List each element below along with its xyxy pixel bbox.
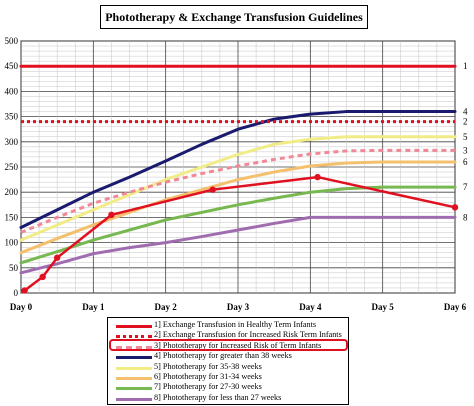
series-end-label-6: 6 bbox=[463, 157, 468, 167]
y-tick-label: 150 bbox=[5, 212, 19, 222]
patient-point bbox=[314, 173, 321, 181]
x-axis-ticks: Day 0 Day 1 Day 2 Day 3 Day 4 Day 5 Day 6 bbox=[10, 302, 467, 312]
legend-swatch bbox=[116, 387, 152, 391]
series-layer bbox=[19, 64, 457, 275]
patient-point bbox=[21, 287, 28, 294]
x-tick-label: Day 3 bbox=[227, 302, 250, 312]
legend-label: 5] Phototherapy for 35-38 weeks bbox=[154, 361, 262, 371]
legend: 1] Exchange Transfusion in Healthy Term … bbox=[107, 317, 349, 405]
y-tick-label: 50 bbox=[9, 263, 19, 273]
legend-item-7: 7] Phototherapy for 27-30 weeks bbox=[112, 382, 348, 393]
legend-label: 4] Phototherapy for greater than 38 week… bbox=[154, 351, 292, 361]
y-axis-ticks: 0 50 100 150 200 250 300 350 400 450 500 bbox=[5, 36, 19, 298]
legend-swatch bbox=[116, 325, 152, 328]
x-tick-label: Day 4 bbox=[299, 302, 322, 312]
patient-point bbox=[451, 204, 459, 211]
legend-swatch bbox=[116, 397, 152, 401]
y-tick-label: 250 bbox=[5, 162, 19, 172]
chart-title: Phototherapy & Exchange Transfusion Guid… bbox=[100, 5, 368, 29]
y-tick-label: 100 bbox=[5, 238, 19, 248]
legend-swatch bbox=[116, 377, 152, 380]
legend-item-2: 2] Exchange Transfusion for Increased Ri… bbox=[112, 330, 348, 341]
legend-item-3: 3] Phototherapy for Increased Risk of Te… bbox=[112, 340, 348, 352]
legend-item-4: 4] Phototherapy for greater than 38 week… bbox=[112, 351, 348, 362]
series-line-5 bbox=[19, 135, 457, 242]
series-line-6 bbox=[19, 160, 457, 255]
x-tick-label: Day 0 bbox=[10, 302, 33, 312]
patient-point bbox=[39, 273, 46, 281]
legend-swatch bbox=[116, 345, 152, 349]
y-tick-label: 500 bbox=[5, 36, 19, 46]
legend-label: 8] Phototherapy for less than 27 weeks bbox=[154, 392, 282, 402]
series-end-label-2: 2 bbox=[463, 117, 468, 127]
y-tick-label: 200 bbox=[5, 187, 19, 197]
x-tick-label: Day 1 bbox=[82, 302, 105, 312]
series-end-label-1: 1 bbox=[463, 61, 468, 71]
y-tick-label: 450 bbox=[5, 61, 19, 71]
legend-label: 1] Exchange Transfusion in Healthy Term … bbox=[154, 320, 317, 329]
series-end-label-7: 7 bbox=[463, 182, 468, 192]
legend-label: 2] Exchange Transfusion for Increased Ri… bbox=[154, 330, 342, 340]
series-end-label-8: 8 bbox=[463, 212, 468, 222]
y-tick-label: 300 bbox=[5, 137, 19, 147]
legend-swatch bbox=[116, 335, 152, 339]
y-tick-label: 350 bbox=[5, 112, 19, 122]
legend-swatch bbox=[116, 366, 152, 370]
legend-label: 3] Phototherapy for Increased Risk of Te… bbox=[154, 340, 322, 350]
series-end-label-4: 4 bbox=[463, 107, 468, 117]
legend-item-6: 6] Phototherapy for 31-34 weeks bbox=[112, 372, 348, 383]
legend-item-1: 1] Exchange Transfusion in Healthy Term … bbox=[112, 320, 348, 331]
series-line-3 bbox=[20, 148, 455, 234]
x-tick-label: Day 6 bbox=[444, 302, 467, 312]
x-tick-label: Day 2 bbox=[155, 302, 178, 312]
series-line-7 bbox=[19, 185, 457, 265]
series-line-4 bbox=[19, 110, 457, 229]
legend-swatch bbox=[116, 356, 152, 360]
legend-item-5: 5] Phototherapy for 35-38 weeks bbox=[112, 361, 348, 373]
series-end-labels: 1 42 5 3 6 7 8 bbox=[463, 61, 468, 222]
patient-point bbox=[108, 211, 115, 219]
x-tick-label: Day 5 bbox=[372, 302, 395, 312]
y-tick-label: 400 bbox=[5, 86, 19, 96]
legend-item-8: 8] Phototherapy for less than 27 weeks bbox=[112, 392, 348, 404]
y-tick-label: 0 bbox=[14, 288, 19, 298]
patient-point bbox=[209, 186, 216, 193]
series-end-label-3: 3 bbox=[463, 145, 468, 155]
patient-point bbox=[53, 254, 61, 261]
series-line-8 bbox=[19, 215, 457, 275]
series-end-label-5: 5 bbox=[463, 132, 468, 142]
legend-label: 7] Phototherapy for 27-30 weeks bbox=[154, 382, 262, 392]
legend-label: 6] Phototherapy for 31-34 weeks bbox=[154, 372, 262, 381]
patient-series bbox=[21, 173, 459, 294]
legend-highlight bbox=[109, 339, 348, 351]
